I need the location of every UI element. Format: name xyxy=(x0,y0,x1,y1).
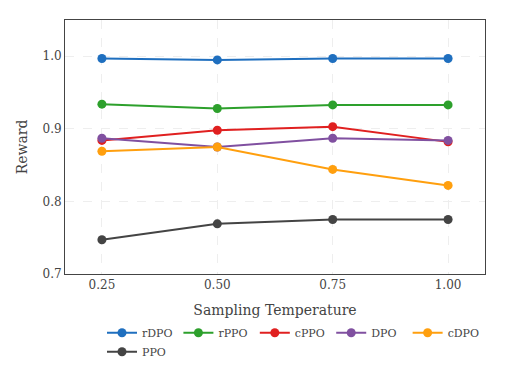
svg-text:0.25: 0.25 xyxy=(89,278,116,292)
svg-text:cPPO: cPPO xyxy=(295,327,325,340)
svg-text:DPO: DPO xyxy=(371,327,396,340)
svg-text:0.9: 0.9 xyxy=(43,122,62,136)
svg-text:rPPO: rPPO xyxy=(218,327,247,340)
svg-text:0.8: 0.8 xyxy=(43,195,62,209)
svg-text:0.7: 0.7 xyxy=(43,267,62,281)
svg-text:PPO: PPO xyxy=(142,346,166,359)
svg-text:0.75: 0.75 xyxy=(319,278,346,292)
svg-text:Reward: Reward xyxy=(14,120,30,175)
svg-text:1.00: 1.00 xyxy=(435,278,462,292)
svg-text:Sampling Temperature: Sampling Temperature xyxy=(193,302,356,318)
svg-text:0.50: 0.50 xyxy=(204,278,231,292)
svg-text:1.0: 1.0 xyxy=(43,49,62,63)
svg-text:cDPO: cDPO xyxy=(448,327,479,340)
svg-text:rDPO: rDPO xyxy=(142,327,173,340)
